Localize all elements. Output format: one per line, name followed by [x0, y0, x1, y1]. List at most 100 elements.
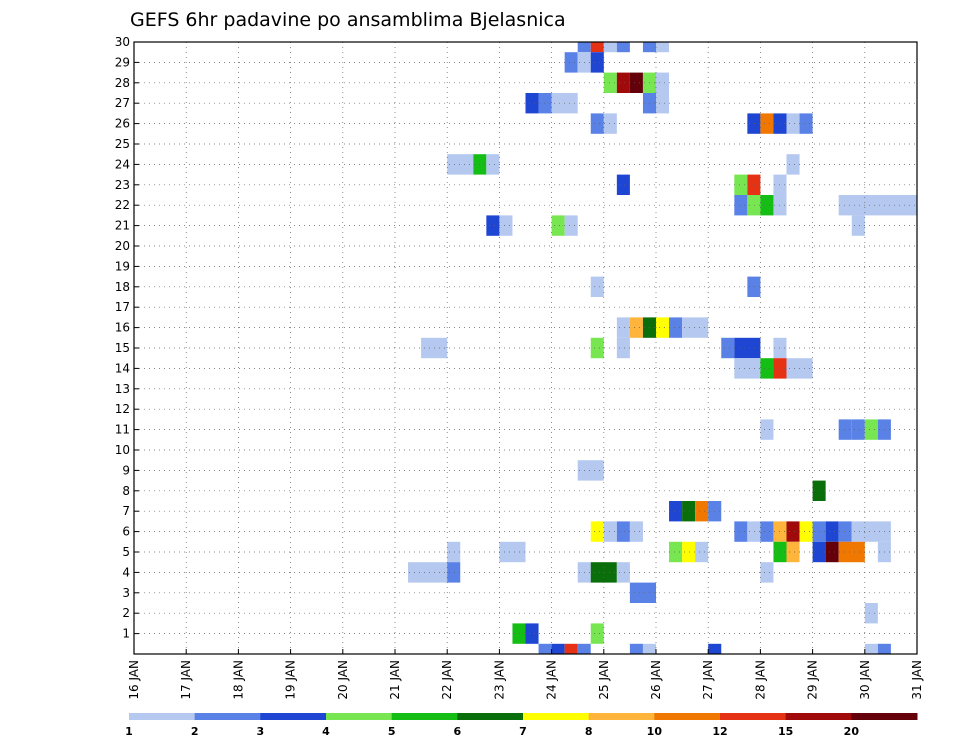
x-axis-labels: 16 JAN 17 JAN 18 JAN 19 JAN 20 JAN 21 JAN 22 J… [127, 660, 924, 700]
legend-swatch-1 [129, 713, 196, 720]
heatmap-cell-m16-46 [616, 317, 630, 338]
chart-title: GEFS 6hr padavine po ansamblima Bjelasni… [130, 9, 566, 31]
heatmap-cell-m6-81 [786, 521, 800, 542]
legend-swatch-8 [588, 713, 655, 720]
heatmap-cell-m7-70 [682, 501, 696, 522]
x-label-17-JAN: 17 JAN [179, 660, 193, 700]
heatmap-cell-m0-109 [538, 643, 552, 654]
heatmap-cell-m0-112 [577, 643, 591, 654]
heatmap-cell-m15-54 [616, 337, 630, 359]
x-label-28-JAN: 28 JAN [753, 660, 767, 700]
y-label-7: 7 [122, 504, 130, 518]
heatmap-cell-m18-45 [747, 276, 761, 297]
x-label-20-JAN: 20 JAN [336, 660, 350, 700]
y-label-6: 6 [122, 525, 130, 539]
heatmap-cell-m21-40 [499, 215, 513, 236]
heatmap-cell-m23-32 [747, 174, 761, 195]
heatmap-cell-m7-71 [695, 501, 709, 522]
heatmap-cell-m27-14 [525, 93, 539, 114]
heatmap-cell-m28-11 [629, 72, 643, 93]
y-label-3: 3 [122, 586, 130, 600]
heatmap-cell-m30-5 [656, 42, 670, 53]
y-label-25: 25 [115, 137, 130, 151]
y-label-30: 30 [115, 35, 130, 49]
heatmap-cell-m6-86 [851, 521, 891, 542]
heatmap-cell-m15-53 [590, 337, 604, 359]
legend-swatch-2 [194, 713, 261, 720]
heatmap-cell-m4-98 [408, 562, 448, 583]
heatmap-cell-m6-84 [825, 521, 839, 542]
heatmap-cell-m5-89 [669, 541, 683, 563]
heatmap-cell-m30-1 [590, 42, 604, 53]
x-label-23-JAN: 23 JAN [492, 660, 506, 700]
heatmap-cell-m3-104 [629, 582, 656, 603]
heatmap-cell-m16-49 [656, 317, 670, 338]
heatmap-cell-m5-90 [682, 541, 696, 563]
y-label-16: 16 [115, 321, 130, 335]
heatmap-cell-m15-55 [721, 337, 735, 359]
x-label-27-JAN: 27 JAN [701, 660, 715, 700]
heatmap-cell-m6-78 [747, 521, 761, 542]
heatmap-cell-m30-3 [616, 42, 630, 53]
legend-swatch-12 [851, 713, 918, 720]
y-label-22: 22 [115, 198, 130, 212]
heatmap-cell-m6-85 [838, 521, 852, 542]
legend-label-6: 6 [454, 725, 462, 738]
heatmap-cell-m23-30 [616, 174, 630, 195]
heatmap-cell-m1-106 [512, 623, 526, 644]
heatmap-cell-m0-110 [551, 643, 565, 654]
heatmap-cell-m26-20 [603, 113, 617, 134]
heatmap-cell-m6-74 [603, 521, 617, 542]
heatmap-cell-m14-59 [760, 358, 774, 379]
heatmap-cell-m5-87 [447, 541, 461, 563]
y-label-8: 8 [122, 484, 130, 498]
y-label-14: 14 [115, 361, 130, 375]
x-label-18-JAN: 18 JAN [231, 660, 245, 700]
y-label-2: 2 [122, 606, 130, 620]
heatmap-cell-m16-50 [669, 317, 683, 338]
heatmap-cell-m11-62 [760, 419, 774, 440]
x-label-26-JAN: 26 JAN [649, 660, 663, 700]
heatmap-cell-m22-36 [760, 195, 774, 216]
heatmap-cell-m6-82 [799, 521, 813, 542]
heatmap-cell-m0-117 [877, 643, 891, 654]
legend-label-1: 1 [125, 725, 133, 738]
heatmap-cell-m9-67 [577, 460, 604, 481]
legend-label-2: 2 [191, 725, 199, 738]
y-label-5: 5 [122, 545, 130, 559]
heatmap-cell-m4-99 [447, 562, 461, 583]
legend-swatch-11 [785, 713, 852, 720]
heatmap-cell-m6-75 [616, 521, 630, 542]
heatmap-cell-m7-69 [669, 501, 683, 522]
heatmap-cell-m16-47 [629, 317, 643, 338]
legend-swatch-3 [260, 713, 327, 720]
heatmap-cell-m4-102 [616, 562, 630, 583]
heatmap-cell-m21-41 [551, 215, 565, 236]
y-label-10: 10 [115, 443, 130, 457]
heatmap-cell-m18-44 [590, 276, 604, 297]
axis-ticks [133, 41, 918, 655]
grid-lines [134, 42, 917, 654]
heatmap-cell-m11-63 [838, 419, 852, 440]
legend-label-15: 15 [778, 725, 793, 738]
y-label-9: 9 [122, 463, 130, 477]
color-legend: 1 2 3 4 5 6 7 8 10 12 15 20 [125, 713, 918, 738]
legend-swatch-5 [391, 713, 458, 720]
heatmap-cell-m21-42 [564, 215, 578, 236]
y-label-29: 29 [115, 55, 130, 69]
heatmap-cell-m6-73 [590, 521, 604, 542]
heatmap-cell-m0-114 [642, 643, 656, 654]
y-label-18: 18 [115, 280, 130, 294]
heatmap-cell-m11-65 [864, 419, 878, 440]
heatmap-cells [408, 42, 917, 654]
y-label-12: 12 [115, 402, 130, 416]
x-label-21-JAN: 21 JAN [388, 660, 402, 700]
heatmap-cell-m24-28 [486, 154, 500, 175]
legend-swatch-10 [720, 713, 787, 720]
heatmap-cell-m0-115 [708, 643, 722, 654]
heatmap-cell-m22-34 [734, 195, 748, 216]
y-label-21: 21 [115, 219, 130, 233]
heatmap-cell-m26-19 [590, 113, 604, 134]
heatmap-cell-m22-35 [747, 195, 761, 216]
